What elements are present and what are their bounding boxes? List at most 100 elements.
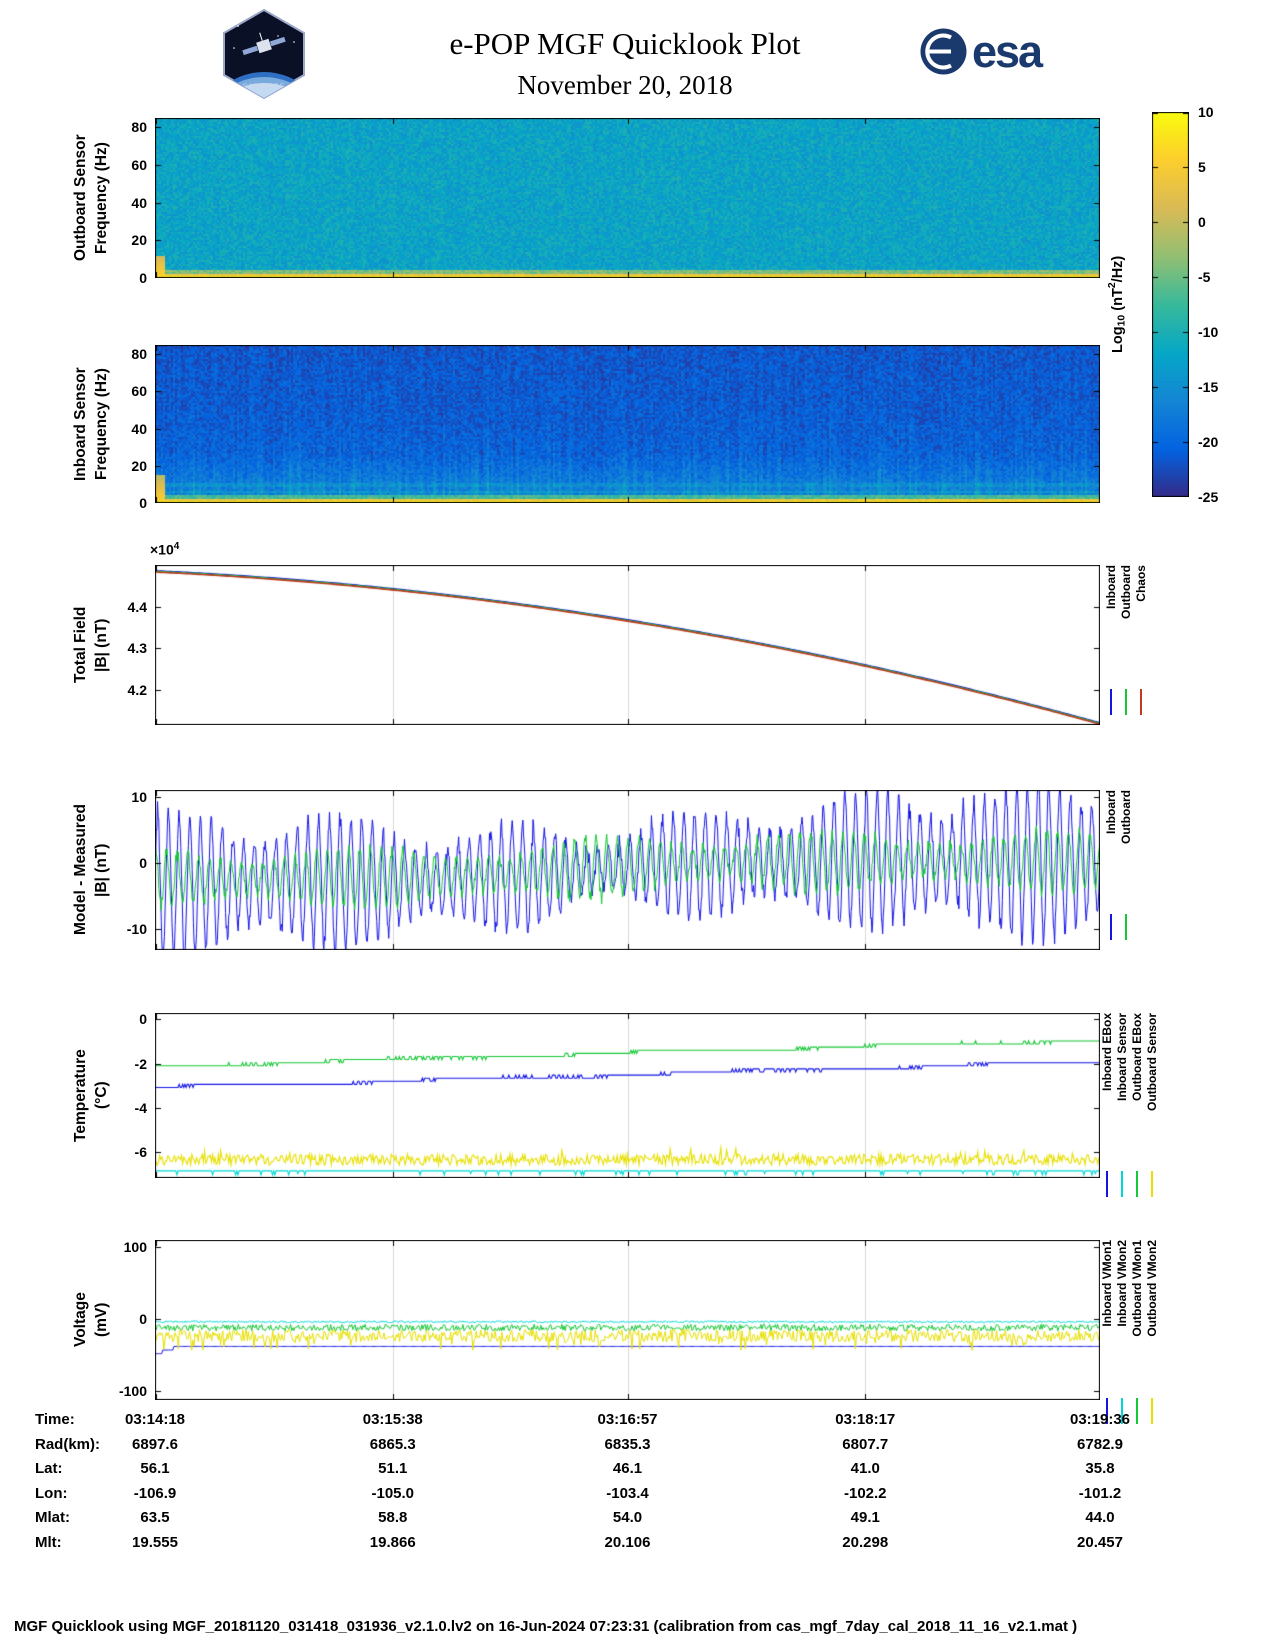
inboard-spectrogram-ytick: 80 [131, 346, 147, 363]
ephemeris-value: 6865.3 [369, 1435, 416, 1453]
esa-wordmark: esa [972, 26, 1043, 77]
colorbar [1152, 112, 1189, 497]
ephemeris-value: 03:18:17 [835, 1411, 896, 1428]
legend-label: Outboard Sensor [1145, 1013, 1159, 1112]
legend-entry: Chaos [1134, 565, 1148, 715]
legend-entry: Inboard [1104, 790, 1118, 940]
ephemeris-value: 03:16:57 [597, 1411, 658, 1428]
colorbar-tick: -25 [1198, 489, 1219, 505]
legend-label: Inboard VMon1 [1100, 1240, 1114, 1327]
legend-label: Inboard [1104, 565, 1118, 609]
total-field-canvas [155, 565, 1100, 725]
ephemeris-value: 6835.3 [604, 1435, 651, 1453]
legend-marker [1106, 1171, 1108, 1197]
outboard-spectrogram-canvas [155, 118, 1100, 278]
voltage-canvas [155, 1240, 1100, 1400]
ephemeris-row-label: Lon: [35, 1484, 68, 1502]
ephemeris-value: 19.555 [132, 1534, 178, 1551]
legend-label: Inboard Sensor [1115, 1013, 1129, 1102]
ephemeris-value: 46.1 [612, 1460, 643, 1478]
ephemeris-value: -103.4 [606, 1484, 649, 1502]
legend-entry: Inboard VMon1 [1100, 1240, 1114, 1424]
plot-date: November 20, 2018 [517, 70, 733, 100]
outboard-spectrogram-ytick: 20 [131, 232, 147, 249]
colorbar-tick: 10 [1198, 104, 1214, 120]
header-titles: e-POP MGF Quicklook Plot November 20, 20… [180, 26, 1070, 101]
total-field-ytick: 4.4 [127, 598, 147, 615]
ephemeris-value: 03:14:18 [124, 1411, 186, 1428]
total-field-legend: Inboard Outboard Chaos [1104, 565, 1148, 715]
ephemeris-row-label: Time: [35, 1411, 75, 1428]
outboard-spectrogram-ytick: 40 [131, 194, 147, 211]
colorbar-tick: 5 [1198, 159, 1206, 175]
legend-entry: Outboard [1119, 790, 1133, 940]
temperature-canvas [155, 1013, 1100, 1178]
ephemeris-value: 51.1 [378, 1460, 408, 1478]
legend-marker [1121, 1171, 1123, 1197]
legend-entry: Outboard [1119, 565, 1133, 715]
temperature-ytick: -2 [134, 1055, 147, 1072]
ephemeris-value: 41.0 [850, 1460, 880, 1478]
colorbar-tick: -5 [1198, 269, 1211, 285]
ephemeris-value: 19.866 [369, 1534, 416, 1551]
legend-entry: Inboard Sensor [1115, 1013, 1129, 1197]
inboard-spectrogram-canvas [155, 345, 1100, 503]
ephemeris-value: 44.0 [1085, 1509, 1115, 1527]
temperature-ytick: -6 [134, 1144, 147, 1161]
ephemeris-value: 20.457 [1077, 1534, 1123, 1551]
inboard-spectrogram-ytick: 0 [139, 495, 147, 511]
colorbar-tick: -10 [1198, 324, 1219, 340]
cassiope-wordmark: CASSIOPE [243, 84, 286, 90]
legend-entry: Outboard VMon1 [1130, 1240, 1144, 1424]
ephemeris-value: 63.5 [140, 1509, 170, 1527]
legend-entry: Outboard VMon2 [1145, 1240, 1159, 1424]
ephemeris-row-label: Rad(km): [35, 1435, 101, 1453]
temperature-legend: Inboard EBox Inboard Sensor Outboard EBox O… [1100, 1013, 1159, 1197]
legend-entry: Inboard EBox [1100, 1013, 1114, 1197]
voltage-ytick: 100 [123, 1238, 147, 1255]
legend-entry: Inboard VMon2 [1115, 1240, 1129, 1424]
inboard-spectrogram-ytick: 60 [131, 383, 147, 400]
legend-marker [1136, 1171, 1138, 1197]
model-minus-measured-legend: Inboard Outboard [1104, 790, 1133, 940]
legend-label: Inboard EBox [1100, 1013, 1114, 1092]
colorbar-label: Log10 (nT2/Hz) [1106, 255, 1128, 354]
ephemeris-value: 54.0 [612, 1509, 643, 1527]
legend-label: Outboard [1119, 790, 1133, 844]
ephemeris-value: 20.298 [842, 1534, 889, 1551]
legend-entry: Outboard Sensor [1145, 1013, 1159, 1197]
outboard-spectrogram-ytick: 0 [139, 270, 147, 286]
model-minus-measured-ytick: 10 [131, 789, 147, 806]
legend-marker [1121, 1398, 1123, 1424]
ephemeris-value: -102.2 [843, 1484, 887, 1502]
legend-marker [1125, 914, 1127, 940]
legend-label: Inboard [1104, 790, 1118, 834]
legend-entry: Outboard EBox [1130, 1013, 1144, 1197]
colorbar-tick: 0 [1198, 214, 1206, 230]
legend-marker [1151, 1171, 1153, 1197]
legend-marker [1106, 1398, 1108, 1424]
temperature-ytick: -4 [134, 1099, 147, 1116]
ephemeris-value: -105.0 [371, 1484, 415, 1502]
model-minus-measured-canvas [155, 790, 1100, 950]
legend-marker [1151, 1398, 1153, 1424]
esa-emblem-icon [920, 28, 967, 75]
legend-label: Outboard VMon2 [1145, 1240, 1159, 1337]
cassiope-mission-logo: CASSIOPE [220, 8, 308, 105]
ephemeris-value: 56.1 [140, 1460, 170, 1478]
colorbar-tick: -15 [1198, 379, 1219, 395]
total-field-ytick: 4.2 [127, 681, 147, 698]
model-minus-measured-ytick: -10 [126, 920, 147, 937]
cassiope-badge-icon: CASSIOPE [223, 8, 305, 100]
legend-marker [1136, 1398, 1138, 1424]
ephemeris-value: 58.8 [378, 1509, 408, 1527]
total-field-exponent-label: ×104 [150, 541, 180, 558]
ephemeris-value: 6807.7 [842, 1435, 889, 1453]
footer-caption: MGF Quicklook using MGF_20181120_031418_… [14, 1618, 1078, 1635]
legend-label: Outboard VMon1 [1130, 1240, 1144, 1337]
ephemeris-value: 6782.9 [1077, 1435, 1123, 1453]
legend-label: Outboard EBox [1130, 1013, 1144, 1102]
total-field-ytick: 4.3 [127, 640, 147, 657]
legend-marker [1140, 689, 1142, 715]
legend-marker [1110, 914, 1112, 940]
